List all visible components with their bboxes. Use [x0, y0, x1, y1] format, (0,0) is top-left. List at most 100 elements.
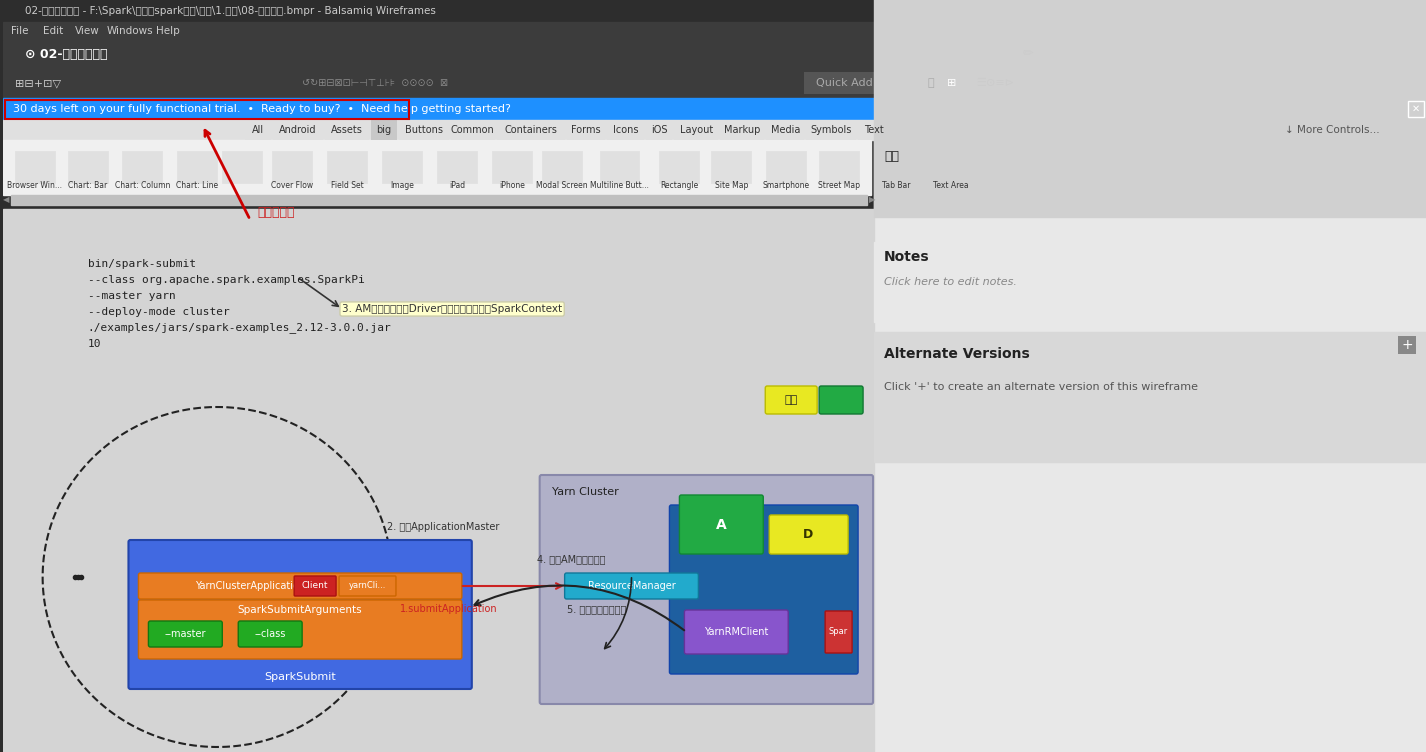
Bar [720, 120, 764, 140]
Text: Media: Media [770, 125, 800, 135]
Text: --class org.apache.spark.examples.SparkPi: --class org.apache.spark.examples.SparkP… [87, 275, 364, 285]
Text: Text Area: Text Area [933, 181, 968, 190]
Text: ./examples/jars/spark-examples_2.12-3.0.0.jar: ./examples/jars/spark-examples_2.12-3.0.… [87, 323, 391, 333]
Bar [876, 151, 915, 183]
Text: --deploy-mode cluster: --deploy-mode cluster [87, 307, 230, 317]
Text: ▶: ▶ [868, 196, 876, 205]
Bar [399, 120, 449, 140]
Text: All: All [252, 125, 264, 135]
Text: 🔍: 🔍 [928, 78, 934, 88]
Text: Smartphone: Smartphone [763, 181, 810, 190]
Bar [274, 120, 324, 140]
Text: iPad: iPad [449, 181, 465, 190]
Bar [874, 242, 1426, 322]
Text: Notes: Notes [884, 250, 930, 264]
Bar [272, 151, 312, 183]
FancyBboxPatch shape [138, 573, 462, 599]
Text: ⊙ 02-课程内容讲解: ⊙ 02-课程内容讲解 [24, 47, 107, 60]
Text: Browser Win...: Browser Win... [7, 181, 63, 190]
Text: Assets: Assets [331, 125, 364, 135]
Bar [3, 98, 1426, 120]
Text: 1.submitApplication: 1.submitApplication [399, 604, 498, 614]
Text: Common: Common [451, 125, 495, 135]
FancyBboxPatch shape [769, 515, 848, 554]
Bar [659, 151, 699, 183]
Bar [496, 120, 565, 140]
Text: 线程: 线程 [784, 395, 797, 405]
FancyBboxPatch shape [819, 386, 863, 414]
Text: Modal Screen: Modal Screen [536, 181, 588, 190]
Text: 02-课程内容讲解 - F:\Spark\尚硅谷spark教程\笔记\1.笔记\08-源码讲解.bmpr - Balsamiq Wireframes: 02-课程内容讲解 - F:\Spark\尚硅谷spark教程\笔记\1.笔记\… [24, 6, 435, 16]
Text: YarnRMClient: YarnRMClient [704, 627, 769, 637]
FancyBboxPatch shape [766, 386, 817, 414]
Bar [542, 151, 582, 183]
Text: 3. AM根据参数启动Driver的线程，并初始化SparkContext: 3. AM根据参数启动Driver的线程，并初始化SparkContext [342, 304, 562, 314]
Text: YarnClusterApplication: YarnClusterApplication [195, 581, 305, 591]
Text: Image: Image [389, 181, 414, 190]
Text: Text: Text [864, 125, 884, 135]
Bar [3, 40, 1426, 68]
Text: 源码: 源码 [884, 150, 898, 163]
Text: Cover Flow: Cover Flow [271, 181, 314, 190]
Bar [566, 120, 605, 140]
Text: SparkSubmitArguments: SparkSubmitArguments [238, 605, 362, 615]
FancyBboxPatch shape [138, 600, 462, 659]
Text: Click '+' to create an alternate version of this wireframe: Click '+' to create an alternate version… [884, 382, 1198, 392]
FancyBboxPatch shape [128, 540, 472, 689]
Text: ◀: ◀ [3, 196, 10, 205]
FancyBboxPatch shape [684, 610, 789, 654]
Text: 4. 注册AM，申请资源: 4. 注册AM，申请资源 [536, 554, 605, 564]
Bar [941, 72, 963, 94]
Text: iPhone: iPhone [499, 181, 525, 190]
Text: Site Map: Site Map [714, 181, 749, 190]
Text: Edit: Edit [43, 26, 63, 36]
Text: Tab Bar: Tab Bar [881, 181, 910, 190]
Text: Alternate Versions: Alternate Versions [884, 347, 1030, 361]
Text: 30 days left on your fully functional trial.  •  Ready to buy?  •  Need help get: 30 days left on your fully functional tr… [13, 104, 511, 114]
Text: big: big [376, 125, 392, 135]
Bar [3, 0, 1426, 22]
Text: Spar: Spar [829, 627, 847, 636]
Text: ResourceManager: ResourceManager [588, 581, 676, 591]
Bar [325, 120, 369, 140]
Text: ↓ More Controls...: ↓ More Controls... [1285, 125, 1380, 135]
Bar [1061, 42, 1088, 66]
Bar [874, 140, 1426, 752]
Bar [123, 151, 163, 183]
Bar [67, 151, 107, 183]
Bar [3, 68, 1426, 98]
Bar [3, 209, 874, 752]
Text: Windows: Windows [107, 26, 153, 36]
Text: ☰⊙≡⊳: ☰⊙≡⊳ [975, 78, 1014, 88]
Text: Street Map: Street Map [819, 181, 860, 190]
Bar [646, 120, 673, 140]
FancyBboxPatch shape [679, 495, 763, 554]
FancyBboxPatch shape [238, 621, 302, 647]
Bar [806, 120, 856, 140]
Bar [10, 195, 867, 205]
Text: Icons: Icons [613, 125, 639, 135]
Text: Forms: Forms [570, 125, 600, 135]
Text: bin/spark-submit: bin/spark-submit [87, 259, 195, 269]
Text: ⊞: ⊞ [947, 78, 957, 88]
Bar [327, 151, 366, 183]
Text: ⊞⊟+⊡▽: ⊞⊟+⊡▽ [14, 78, 61, 88]
Text: Symbols: Symbols [810, 125, 851, 135]
Bar [436, 151, 476, 183]
Text: Chart: Line: Chart: Line [177, 181, 218, 190]
Bar [245, 120, 271, 140]
Bar [599, 151, 639, 183]
Text: iOS: iOS [652, 125, 667, 135]
Text: --class: --class [254, 629, 285, 639]
Text: Field Set: Field Set [331, 181, 364, 190]
Text: SparkSubmit: SparkSubmit [264, 672, 337, 682]
FancyBboxPatch shape [826, 611, 853, 653]
Bar [4, 100, 409, 119]
Text: Click here to edit notes.: Click here to edit notes. [884, 277, 1017, 287]
Text: □: □ [1390, 6, 1402, 16]
FancyBboxPatch shape [339, 576, 396, 596]
Text: 5. 返回资源可用列表: 5. 返回资源可用列表 [566, 604, 626, 614]
Bar [1397, 336, 1416, 354]
Text: ─: ─ [1376, 6, 1383, 16]
FancyBboxPatch shape [539, 475, 873, 704]
